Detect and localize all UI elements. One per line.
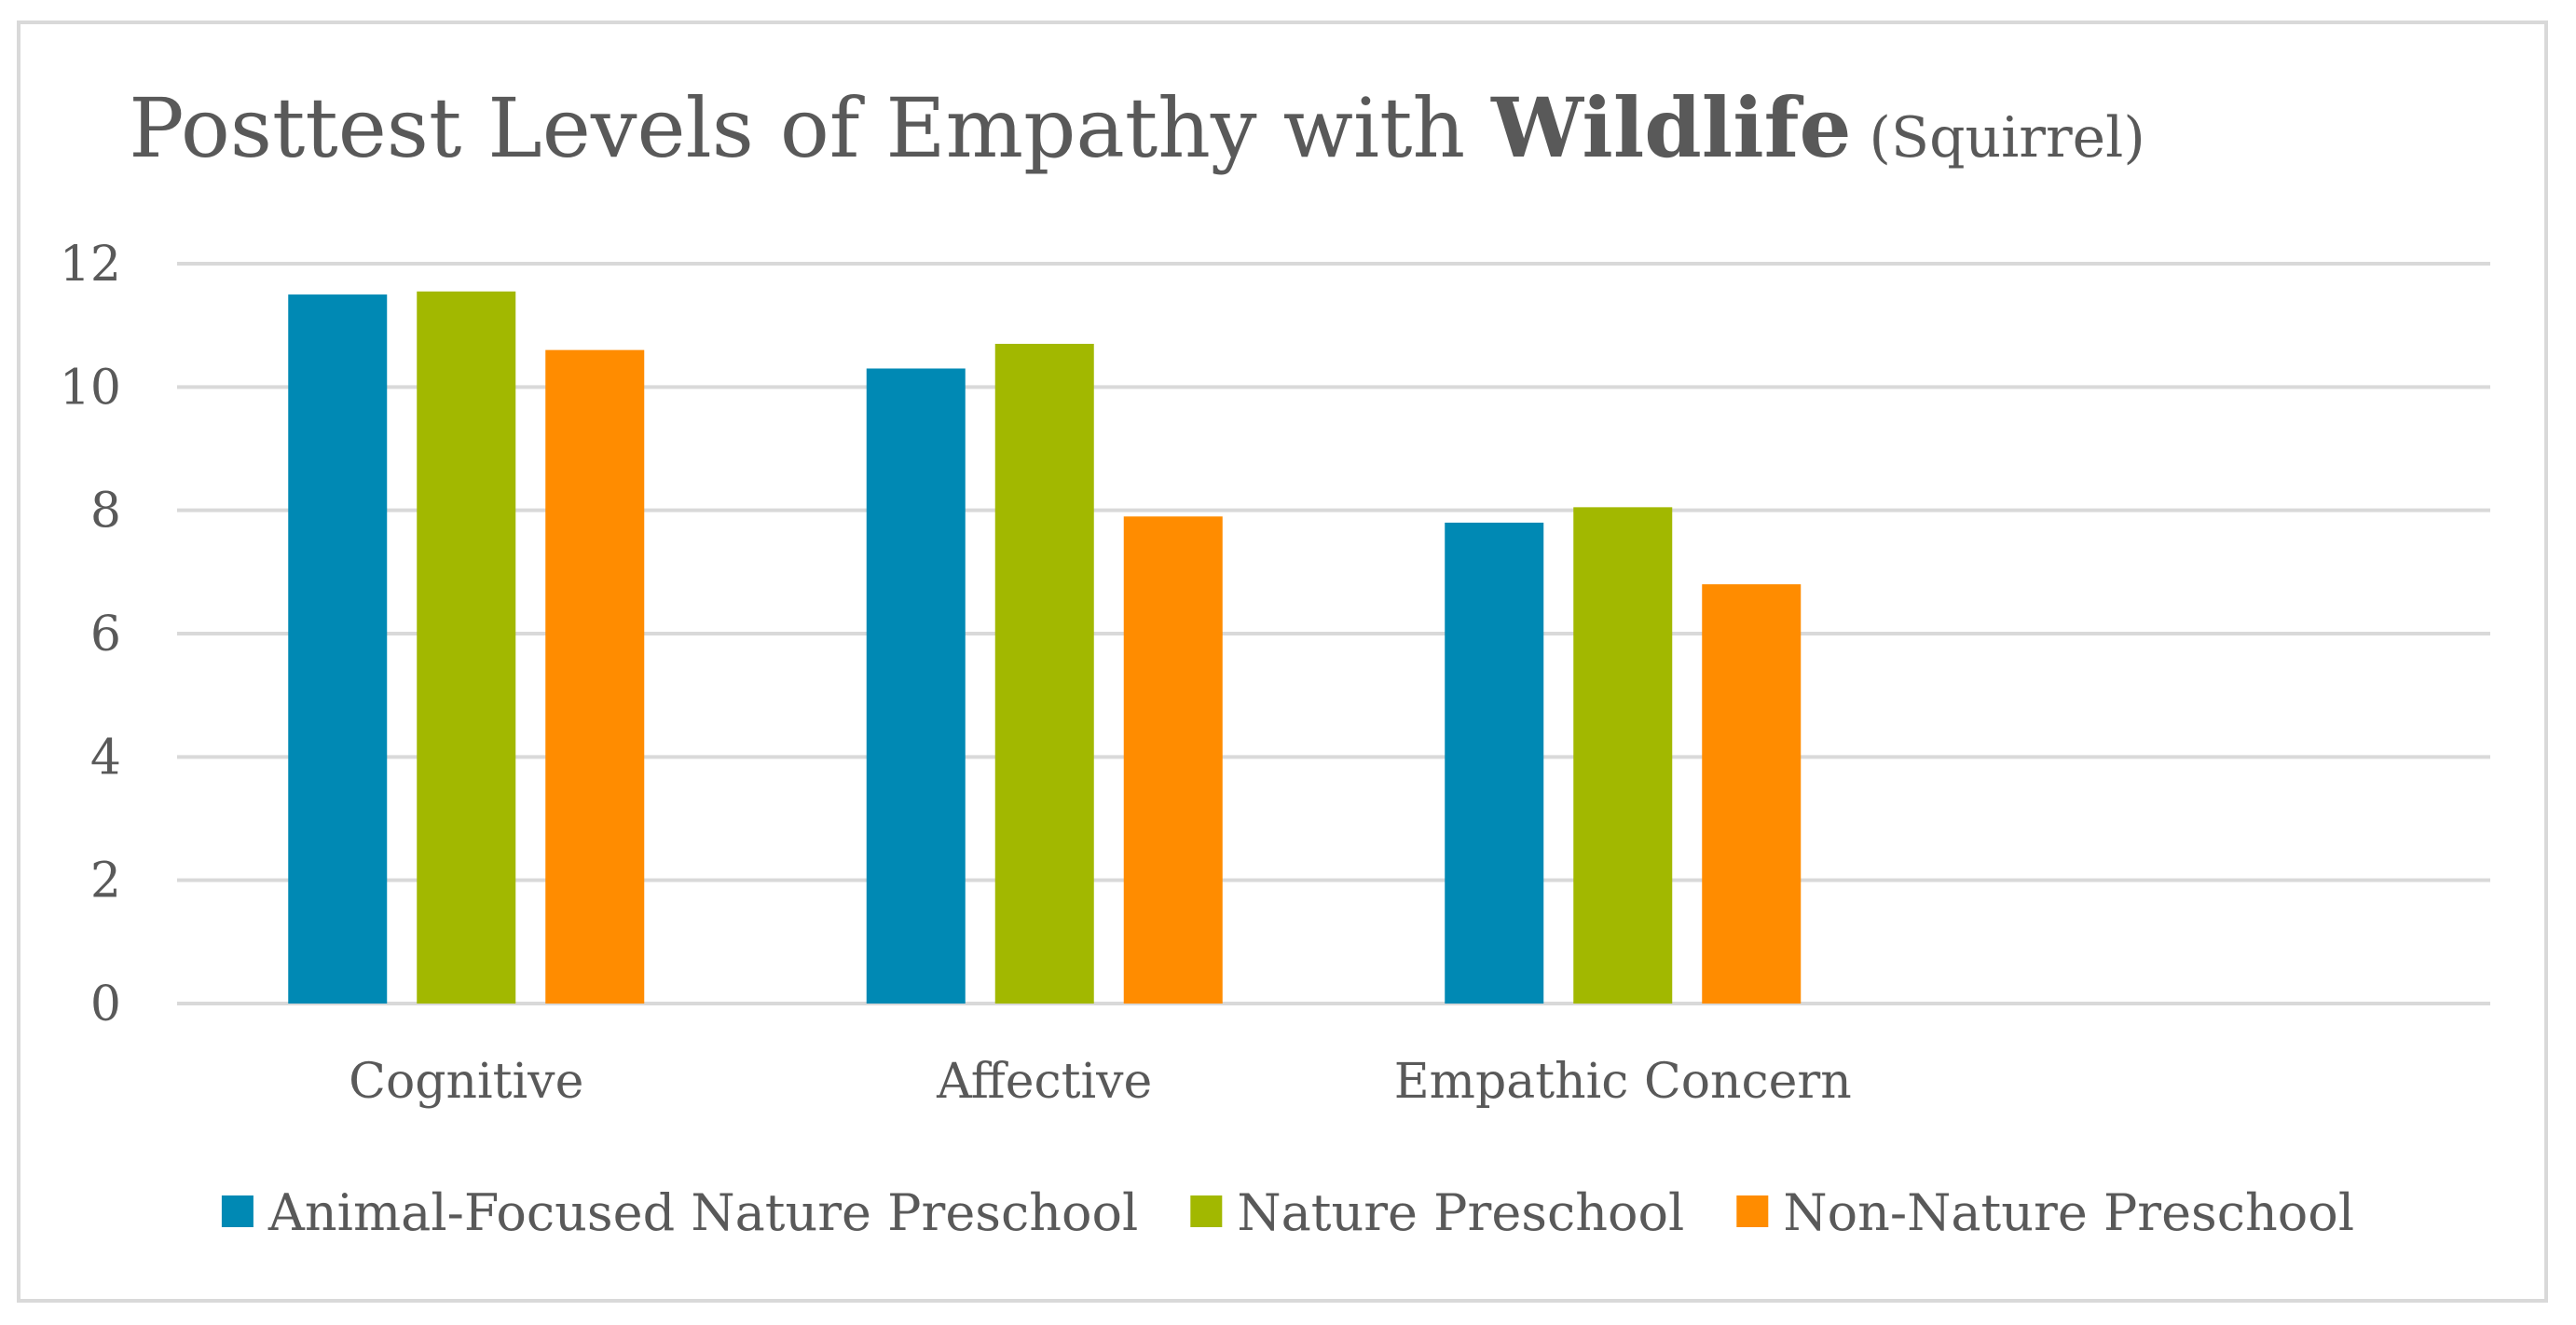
bar-empathic-concern-non-nature-preschool [1702,584,1802,1004]
y-axis-ticks: 0 2 4 6 8 10 12 [60,237,121,1032]
x-tick-label-affective: Affective [936,1054,1152,1110]
gridlines [177,262,2490,1005]
bar-empathic-concern-animal-focused-nature-preschool [1445,522,1544,1004]
legend-swatch-non-nature-preschool [1736,1195,1769,1227]
chart-title-suffix: (Squirrel) [1851,105,2144,171]
y-tick-label-10: 10 [60,360,121,416]
legend-swatch-nature-preschool [1190,1195,1223,1227]
chart-title-prefix: Posttest Levels of Empathy with [129,80,1491,176]
y-tick-label-8: 8 [90,484,121,540]
y-tick-label-4: 4 [90,730,121,785]
x-axis-ticks: Cognitive Affective Empathic Concern [349,1054,1852,1110]
x-tick-label-cognitive: Cognitive [349,1054,583,1110]
chart-title-bold: Wildlife [1490,79,1851,176]
legend-label-non-nature-preschool: Non-Nature Preschool [1783,1183,2354,1242]
legend: Animal-Focused Nature Preschool Nature Pr… [221,1183,2354,1242]
legend-label-nature-preschool: Nature Preschool [1237,1183,1684,1242]
bar-cognitive-animal-focused-nature-preschool [288,294,388,1004]
bars [288,291,1802,1004]
y-tick-label-0: 0 [90,977,121,1032]
y-tick-label-2: 2 [90,854,121,909]
legend-swatch-animal-focused-nature-preschool [221,1195,253,1227]
x-tick-label-empathic-concern: Empathic Concern [1394,1054,1852,1110]
bar-cognitive-non-nature-preschool [545,349,645,1004]
bar-cognitive-nature-preschool [417,291,516,1004]
legend-label-animal-focused-nature-preschool: Animal-Focused Nature Preschool [267,1183,1138,1242]
bar-affective-nature-preschool [994,344,1094,1004]
bar-affective-animal-focused-nature-preschool [866,368,966,1004]
bar-empathic-concern-nature-preschool [1573,507,1673,1004]
chart-title: Posttest Levels of Empathy with Wildlife… [129,79,2145,176]
bar-affective-non-nature-preschool [1123,516,1223,1004]
y-tick-label-12: 12 [60,237,121,293]
y-tick-label-6: 6 [90,607,121,662]
